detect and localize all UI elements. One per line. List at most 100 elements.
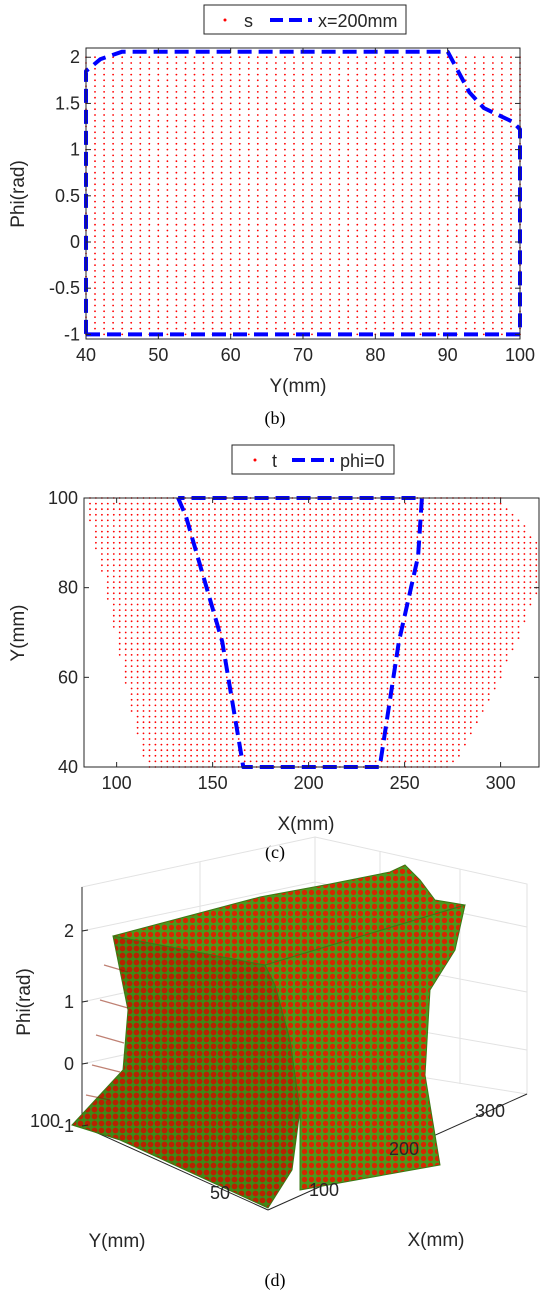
data-point [121,264,124,266]
data-point [261,586,264,589]
data-point [510,125,512,128]
data-point [356,626,359,628]
data-point [225,570,228,572]
data-point [178,654,181,656]
data-point [374,183,377,186]
data-point [243,732,246,735]
data-point [166,310,169,313]
data-point [178,547,181,550]
data-point [345,637,347,639]
data-point [220,241,223,243]
data-point [452,682,454,684]
data-point [309,726,312,729]
data-point [211,56,214,59]
data-point [350,670,353,673]
data-point [303,710,306,712]
data-point [410,183,413,186]
data-point [275,73,277,76]
data-point [139,293,142,295]
data-point [124,631,127,634]
data-point [175,67,178,70]
data-point [499,609,502,611]
data-point [208,743,210,746]
data-point [419,125,422,128]
data-point [329,200,331,203]
data-point [333,721,335,724]
data-point [297,710,300,712]
data-point [124,575,127,578]
data-point [419,310,422,313]
data-point [510,114,512,116]
data-point [148,631,151,634]
data-point [279,698,282,701]
data-point [345,760,347,763]
data-point [231,721,234,724]
data-point [452,603,454,606]
data-point [392,91,395,93]
data-point [130,558,133,561]
data-point [311,246,313,249]
data-point [142,609,145,611]
data-point [311,235,313,238]
data-point [229,316,232,318]
data-point [356,160,359,163]
data-point [265,166,268,168]
data-point [510,293,512,295]
data-point [196,586,199,589]
data-point [238,304,241,307]
data-point [437,79,440,82]
data-point [446,637,448,639]
data-point [285,726,288,729]
data-point [505,654,508,656]
data-point [473,316,476,318]
data-point [487,609,490,611]
data-point [166,631,169,634]
data-point [437,142,440,145]
data-point [243,631,246,634]
data-point [302,142,304,145]
data-point [321,710,323,712]
data-point [499,603,502,606]
data-point [121,246,124,249]
data-point [416,609,419,611]
data-point [121,218,124,220]
data-point [265,298,268,301]
data-point [255,693,258,695]
data-point [428,553,431,555]
data-point [103,125,105,128]
data-point [261,738,264,740]
data-point [410,687,413,690]
data-point [202,721,204,724]
data-point [523,570,526,572]
data-point [386,676,389,679]
data-point [166,721,169,724]
data-point [398,715,401,718]
data-point [309,570,312,572]
data-point [275,229,277,232]
data-point [510,96,512,99]
data-point [148,275,151,278]
data-point [493,687,496,690]
data-point [237,665,240,667]
data-point [121,137,124,140]
data-point [211,327,214,330]
data-point [214,676,216,679]
data-point [103,200,105,203]
data-point [229,218,232,220]
data-point [193,56,196,59]
data-point [175,73,178,76]
data-point [112,171,114,174]
data-point [220,298,223,301]
data-point [446,270,449,272]
data-point [392,637,395,639]
data-point [404,715,407,718]
data-point [112,96,114,99]
data-point [247,333,250,336]
data-point [118,654,121,656]
data-point [315,710,317,712]
data-point [338,235,341,238]
data-point [184,137,187,140]
data-point [148,171,151,174]
data-point [285,581,288,583]
data-point [481,710,484,712]
